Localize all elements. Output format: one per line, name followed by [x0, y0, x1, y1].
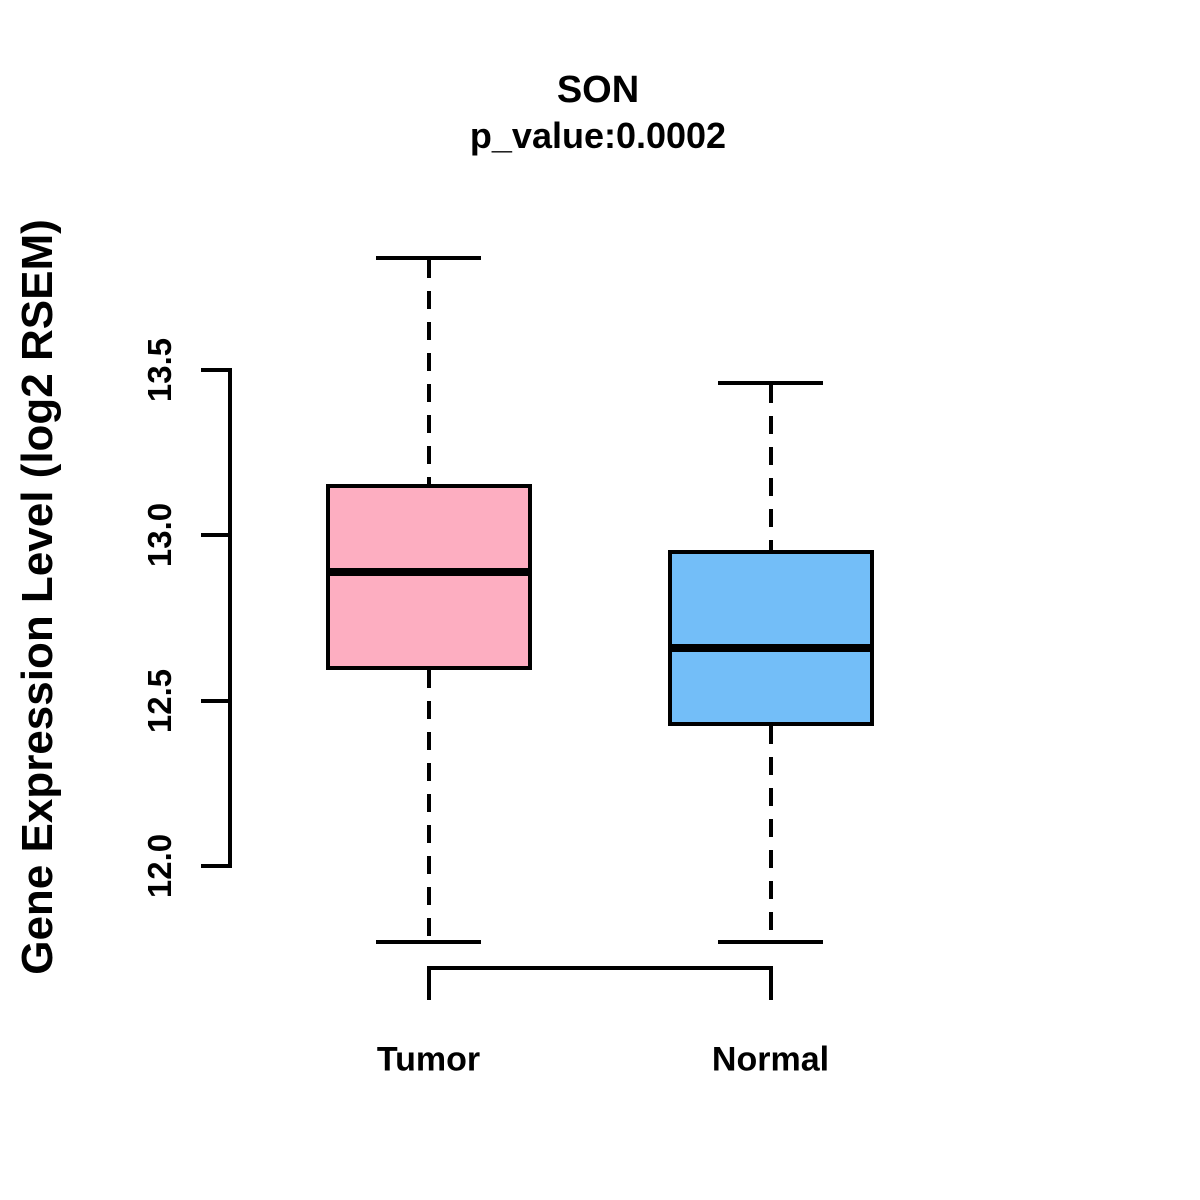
- tumor-lower-whisker: [426, 669, 431, 941]
- y-tick-label: 12.5: [141, 668, 178, 733]
- x-axis-line: [426, 966, 773, 970]
- tumor-box: [325, 483, 532, 670]
- y-tick-mark: [201, 533, 230, 538]
- tumor-upper-whisker-cap: [376, 255, 481, 260]
- x-tick-mark-tumor: [426, 966, 431, 1000]
- normal-box: [667, 549, 874, 726]
- chart-title: SON: [556, 69, 640, 111]
- normal-lower-whisker-cap: [718, 940, 823, 945]
- normal-median-line: [671, 643, 870, 652]
- y-tick-mark: [201, 698, 230, 703]
- tumor-median-line: [329, 567, 528, 576]
- x-tick-mark-normal: [768, 966, 773, 1000]
- y-axis-label: Gene Expression Level (log2 RSEM): [13, 219, 62, 975]
- y-tick-mark: [201, 864, 230, 868]
- x-tick-label-normal: Normal: [711, 1040, 830, 1079]
- x-tick-label-tumor: Tumor: [376, 1040, 481, 1079]
- y-axis-line: [228, 367, 232, 868]
- normal-lower-whisker: [768, 725, 773, 941]
- tumor-upper-whisker: [426, 259, 431, 484]
- normal-upper-whisker-cap: [718, 381, 823, 386]
- normal-upper-whisker: [768, 385, 773, 550]
- y-tick-label: 13.5: [141, 337, 178, 403]
- tumor-lower-whisker-cap: [376, 940, 481, 945]
- y-tick-label: 13.0: [141, 503, 178, 568]
- chart-subtitle: p_value:0.0002: [469, 115, 727, 156]
- y-tick-mark: [201, 367, 230, 372]
- y-tick-label: 12.0: [141, 833, 178, 899]
